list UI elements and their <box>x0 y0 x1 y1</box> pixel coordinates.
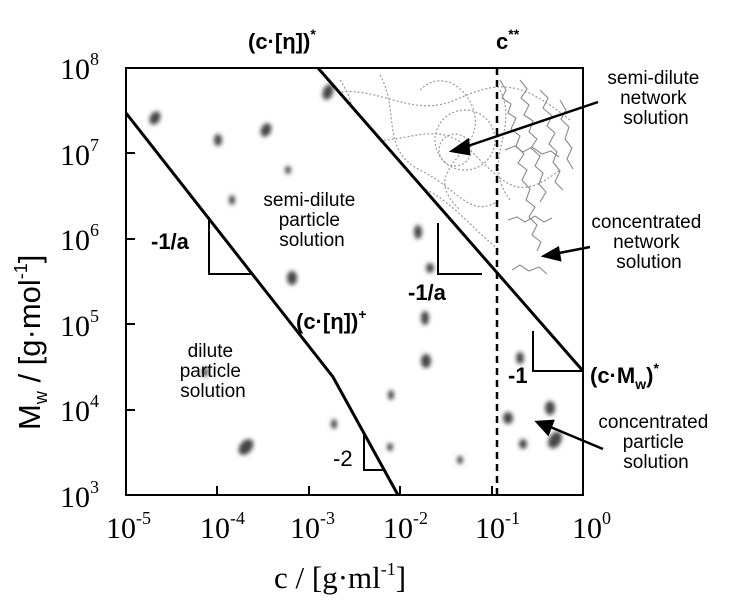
network-texture <box>329 74 574 275</box>
slope-triangle-left <box>208 217 252 275</box>
x-tick-label: 100 <box>572 508 611 545</box>
arrow-head-network <box>448 137 471 156</box>
y-tick-label: 104 <box>60 391 99 428</box>
particle-blobs <box>149 84 562 464</box>
region-label-concentrated-network: concentrated network solution <box>591 212 706 273</box>
y-tick-label: 107 <box>60 135 99 172</box>
c-eta-star-line <box>316 67 585 372</box>
x-tick-label: 10-4 <box>200 508 245 545</box>
y-tick-label: 105 <box>60 306 99 343</box>
arrow-head-concentrated-particle <box>534 419 555 437</box>
boundary-lines <box>124 67 585 496</box>
label-c-eta-star: (c·[η])* <box>248 26 316 54</box>
slope-label-left: -1/a <box>151 229 190 254</box>
slope-triangles <box>208 217 583 471</box>
plot-frame <box>125 67 584 496</box>
x-axis-title: c / [g·ml-1] <box>274 559 406 595</box>
arrow-head-concentrated-network <box>540 246 562 262</box>
label-c-mw-star: (c·Mw)* <box>590 360 659 392</box>
callout-arrows <box>448 100 604 451</box>
region-label-semi-dilute-network: semi-dilute network solution <box>607 68 704 129</box>
region-label-concentrated-particle: concentrated particle solution <box>598 412 713 473</box>
slope-label-bottom: -2 <box>333 446 353 471</box>
c-eta-plus-line <box>124 112 400 496</box>
y-tick-labels: 103 104 105 106 107 108 <box>60 49 99 514</box>
x-tick-label: 10-3 <box>290 508 335 545</box>
slope-triangle-middle <box>437 223 482 275</box>
slope-triangle-bottom <box>363 433 384 471</box>
slope-label-middle: -1/a <box>408 280 447 305</box>
region-label-dilute: dilute particle solution <box>180 341 247 402</box>
x-tick-label: 10-1 <box>475 508 520 545</box>
label-c-double-star: c** <box>496 26 520 54</box>
y-axis-title: Mw / [g·mol-1] <box>11 255 51 430</box>
label-c-eta-plus: (c·[η])+ <box>296 306 367 334</box>
x-tick-labels: 10-5 10-4 10-3 10-2 10-1 100 <box>106 508 611 545</box>
tick-marks <box>125 67 584 496</box>
x-tick-label: 10-5 <box>106 508 151 545</box>
y-tick-label: 103 <box>60 477 99 514</box>
y-tick-label: 108 <box>60 49 99 86</box>
slope-label-right: -1 <box>508 363 528 388</box>
x-tick-label: 10-2 <box>383 508 428 545</box>
y-tick-label: 106 <box>60 220 99 257</box>
region-label-semi-dilute-particle: semi-dilute particle solution <box>263 190 360 251</box>
slope-triangle-right <box>532 331 583 372</box>
